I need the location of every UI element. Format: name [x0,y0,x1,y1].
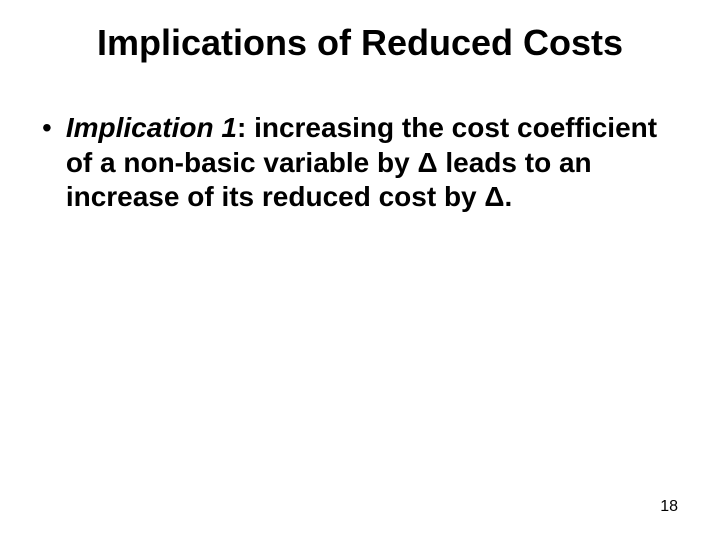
slide-body: • Implication 1: increasing the cost coe… [40,111,680,213]
bullet-item: • Implication 1: increasing the cost coe… [42,111,680,213]
slide: Implications of Reduced Costs • Implicat… [0,0,720,540]
bullet-lead: Implication 1 [66,112,237,143]
slide-title: Implications of Reduced Costs [40,22,680,63]
bullet-text: Implication 1: increasing the cost coeff… [66,111,680,213]
page-number: 18 [660,498,678,516]
bullet-marker: • [42,111,66,145]
